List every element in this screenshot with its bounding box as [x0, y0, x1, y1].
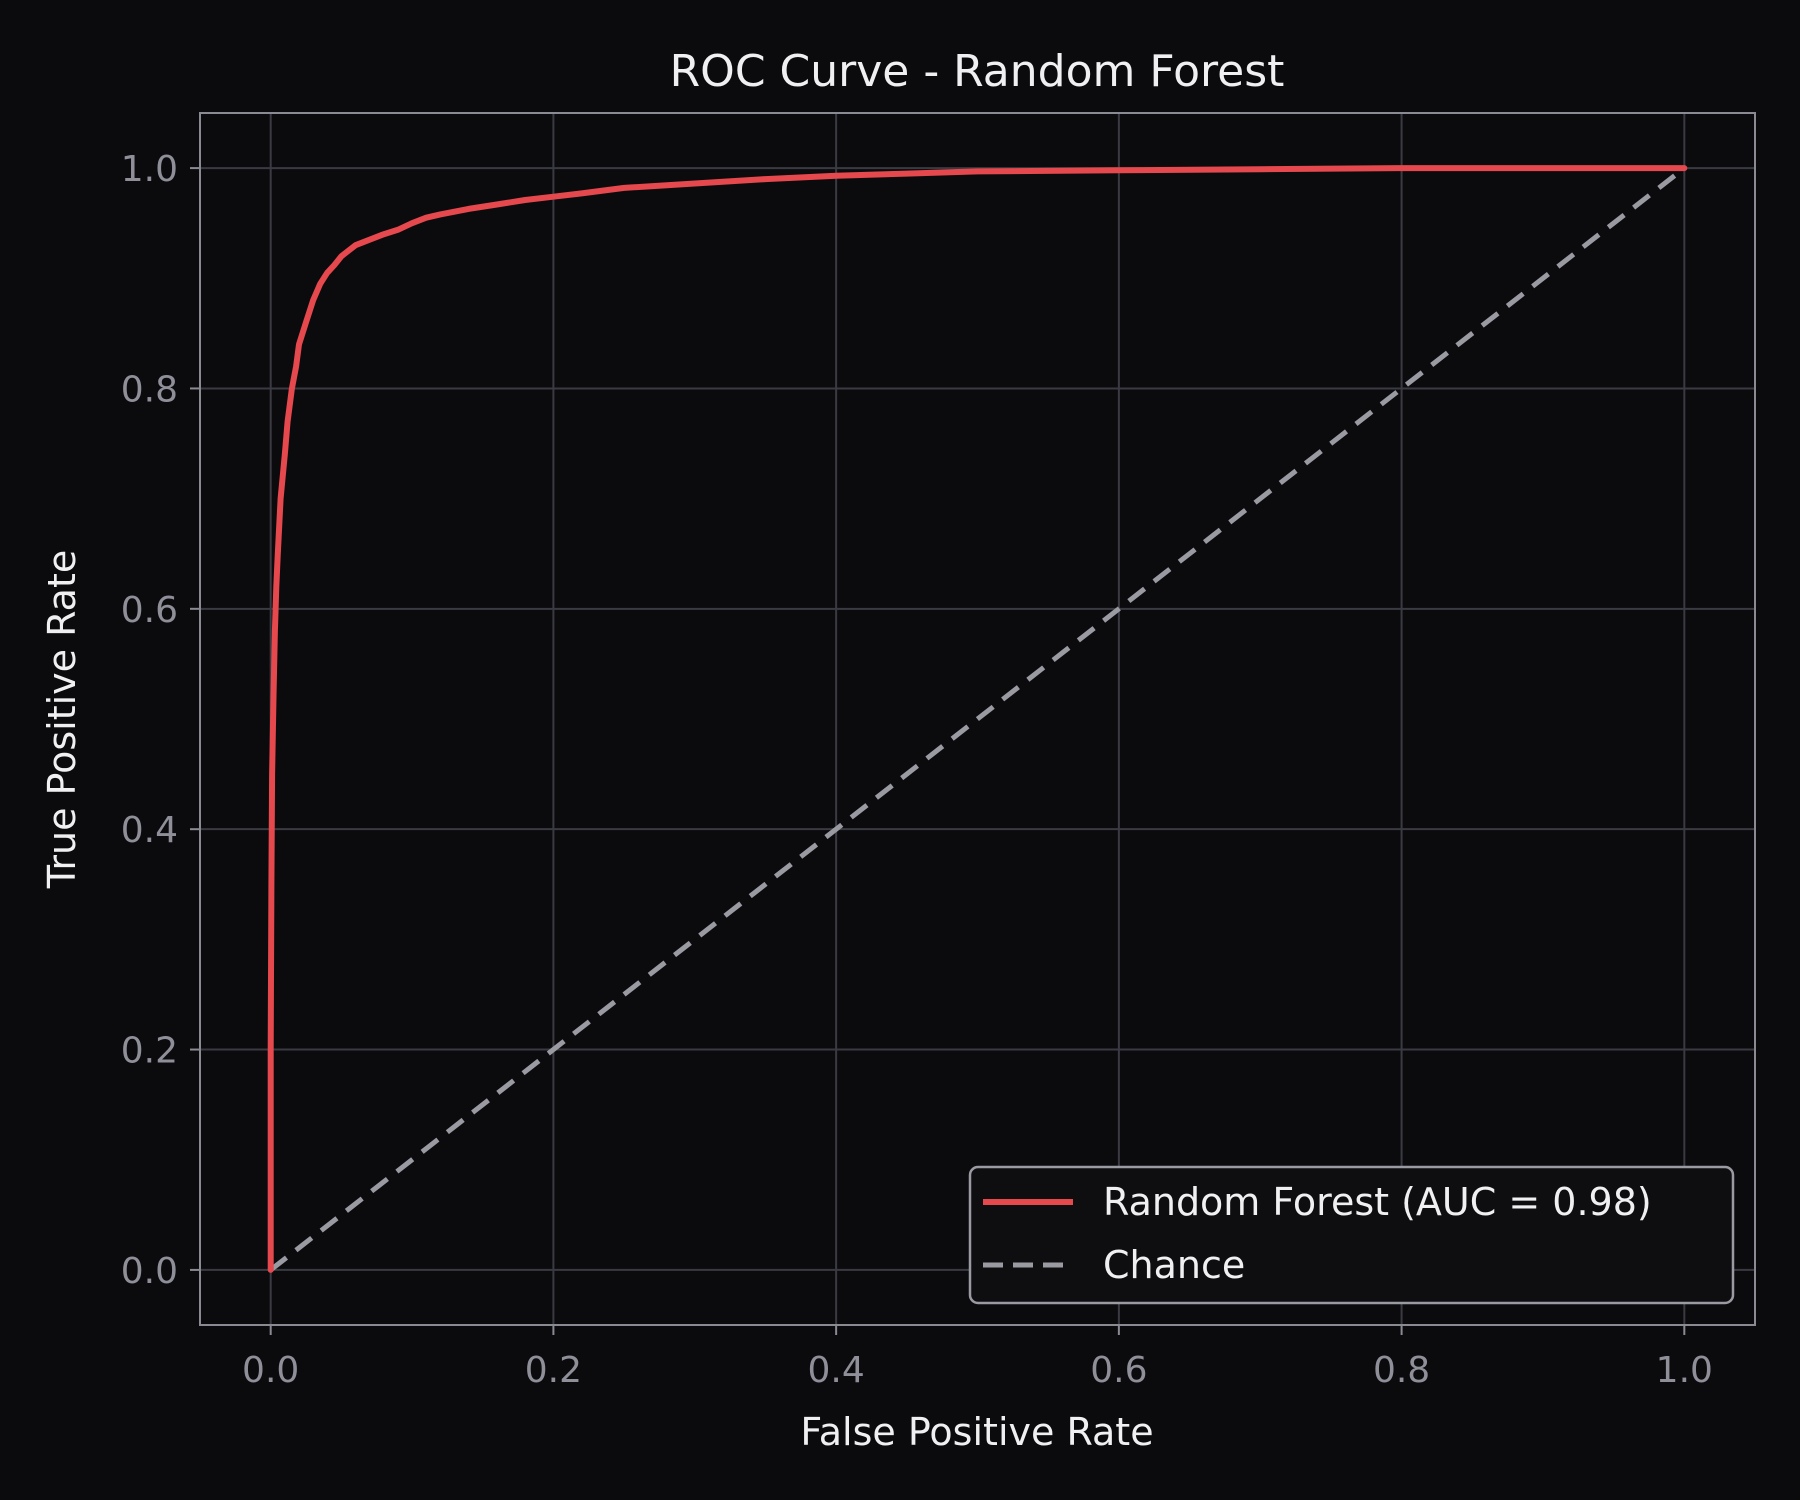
ticks: 0.0 0.2 0.4 0.6 0.8 1.0 0.0 0.2 0.4 0.6 0.8 1.0 — [121, 149, 1713, 1391]
y-tick-label: 0.8 — [121, 369, 178, 410]
x-tick-label: 0.4 — [808, 1350, 865, 1391]
y-tick-label: 0.4 — [121, 810, 178, 851]
y-tick-label: 0.6 — [121, 590, 178, 631]
y-tick-label: 1.0 — [121, 149, 178, 190]
legend: Random Forest (AUC = 0.98) Chance — [968, 1165, 1735, 1305]
x-axis-label: False Positive Rate — [800, 1410, 1153, 1454]
y-tick-label: 0.0 — [121, 1251, 178, 1292]
y-axis-label: True Positive Rate — [40, 550, 84, 890]
x-tick-label: 0.0 — [242, 1350, 299, 1391]
series-layer — [267, 165, 1688, 1273]
x-tick-label: 0.2 — [525, 1350, 582, 1391]
y-tick-label: 0.2 — [121, 1031, 178, 1072]
legend-label-chance: Chance — [1103, 1243, 1245, 1287]
chart-title: ROC Curve - Random Forest — [670, 46, 1285, 97]
x-tick-label: 0.8 — [1373, 1350, 1430, 1391]
legend-label-random-forest: Random Forest (AUC = 0.98) — [1103, 1180, 1652, 1224]
x-tick-label: 0.6 — [1090, 1350, 1147, 1391]
chance-line — [269, 166, 1686, 1272]
x-tick-label: 1.0 — [1656, 1350, 1713, 1391]
roc-curve-random-forest — [267, 165, 1688, 1273]
legend-box — [968, 1165, 1735, 1305]
plot-frame — [199, 112, 1756, 1326]
